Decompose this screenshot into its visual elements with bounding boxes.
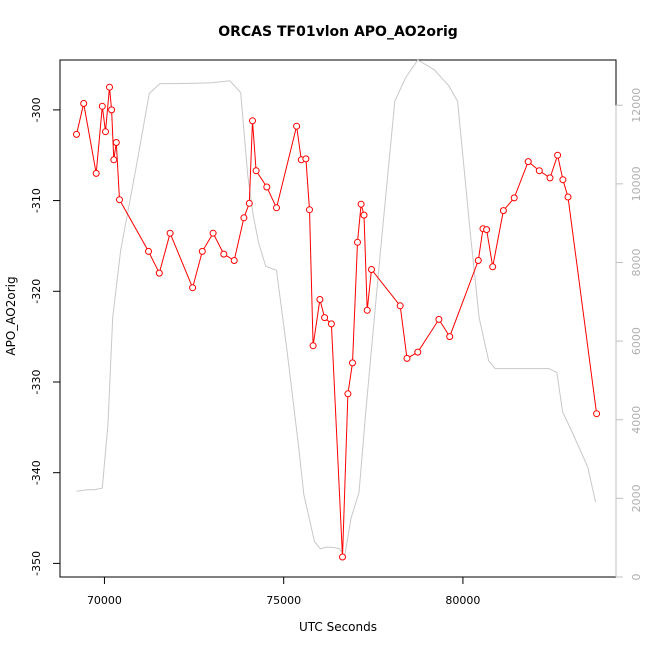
- data-point: [293, 122, 301, 130]
- data-point: [321, 314, 329, 322]
- data-point: [546, 174, 554, 182]
- y-tick-label: -310: [30, 188, 43, 213]
- data-point: [489, 263, 497, 271]
- plot-frame: [59, 59, 617, 578]
- y-tick-label: -320: [30, 279, 43, 304]
- data-point: [474, 257, 482, 264]
- data-point: [499, 207, 507, 215]
- y2-tick-label: 10000: [630, 166, 643, 201]
- series-red-layer: [73, 83, 601, 561]
- data-point: [483, 226, 491, 234]
- y2-tick-label: 8000: [630, 248, 643, 276]
- data-point: [535, 167, 543, 175]
- data-point: [92, 169, 100, 177]
- data-point: [240, 214, 248, 222]
- data-point: [593, 410, 601, 418]
- data-point: [145, 247, 152, 255]
- y2-tick-label: 12000: [630, 88, 643, 123]
- data-point: [155, 269, 163, 277]
- data-point: [302, 155, 310, 163]
- data-point: [368, 266, 375, 273]
- data-point: [414, 348, 422, 356]
- data-point: [309, 342, 317, 350]
- x-axis-label: UTC Seconds: [299, 620, 377, 634]
- data-point: [198, 247, 206, 255]
- data-point: [106, 83, 113, 91]
- data-point: [349, 359, 356, 367]
- data-point: [220, 250, 228, 258]
- data-point: [306, 206, 313, 214]
- data-point: [102, 128, 109, 136]
- data-point: [166, 229, 174, 237]
- data-point: [112, 139, 120, 146]
- data-point: [357, 200, 365, 208]
- chart-title: ORCAS TF01vlon APO_AO2orig: [218, 24, 458, 40]
- series-line-left: [76, 87, 598, 558]
- data-point: [339, 553, 346, 561]
- data-point: [209, 229, 217, 237]
- x-tick-label: 70000: [87, 594, 122, 607]
- data-point: [435, 315, 443, 323]
- data-point: [363, 306, 371, 314]
- y-axis-left: -350 -340 -330 -320 -310 -300: [30, 97, 61, 576]
- x-axis: 70000 75000 80000: [87, 576, 480, 607]
- data-point: [73, 130, 80, 138]
- data-point: [110, 156, 118, 164]
- data-point: [230, 257, 238, 264]
- data-point: [316, 296, 324, 303]
- data-point: [108, 106, 116, 114]
- data-point: [273, 204, 280, 212]
- data-point: [354, 238, 361, 246]
- data-point: [245, 199, 253, 207]
- y-tick-label: -340: [30, 460, 43, 485]
- data-point: [403, 354, 411, 362]
- y-tick-label: -350: [30, 551, 43, 576]
- y-tick-label: -330: [30, 370, 43, 395]
- y-tick-label: -300: [30, 97, 43, 122]
- data-point: [554, 151, 562, 159]
- data-point: [98, 102, 106, 110]
- y2-tick-label: 0: [630, 574, 643, 581]
- data-point: [249, 117, 256, 125]
- data-point: [446, 333, 454, 341]
- data-point: [116, 196, 123, 204]
- data-point: [252, 167, 260, 175]
- data-point: [189, 284, 197, 292]
- series-gray-layer: [76, 59, 597, 558]
- y2-tick-label: 2000: [630, 484, 643, 512]
- x-tick-label: 75000: [266, 594, 301, 607]
- series-line-right: [76, 59, 597, 558]
- y-axis-label: APO_AO2orig: [4, 276, 18, 355]
- y2-tick-label: 6000: [630, 327, 643, 355]
- data-point: [344, 390, 352, 398]
- data-point: [564, 193, 572, 201]
- data-point: [360, 211, 368, 219]
- data-point: [327, 320, 335, 328]
- data-point: [396, 302, 404, 310]
- data-point: [559, 176, 567, 184]
- y2-tick-label: 4000: [630, 406, 643, 434]
- data-point: [510, 194, 518, 202]
- data-point: [263, 183, 271, 191]
- x-tick-label: 80000: [445, 594, 480, 607]
- data-point: [80, 100, 88, 107]
- data-point: [524, 158, 532, 166]
- y-axis-right: 0 2000 4000 6000 8000 10000 12000: [615, 88, 643, 581]
